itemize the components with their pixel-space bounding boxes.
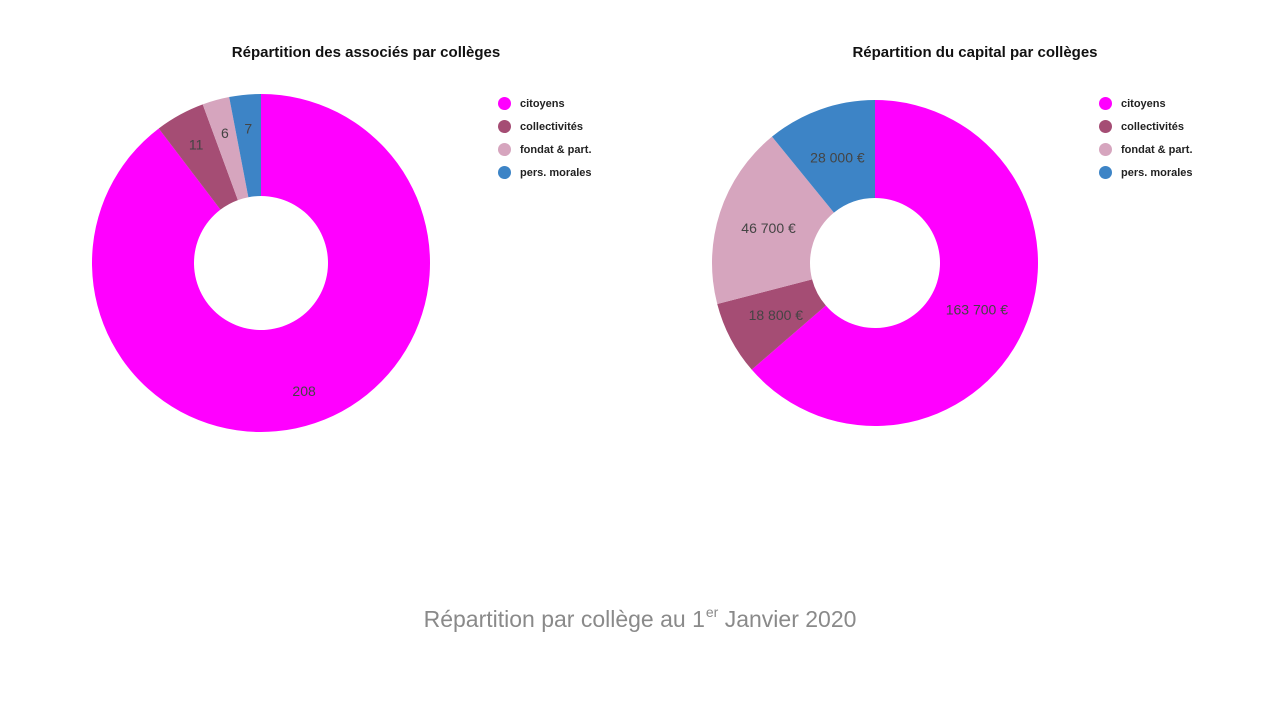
- legend-label: collectivités: [520, 120, 583, 133]
- legend-label: fondat & part.: [1121, 143, 1193, 156]
- legend-item-citoyens: citoyens: [1099, 92, 1193, 115]
- data-label-capital-fondat-part: 46 700 €: [741, 220, 796, 236]
- legend-associes: citoyens collectivités fondat & part. pers.…: [498, 92, 592, 184]
- legend-item-pers-morales: pers. morales: [498, 161, 592, 184]
- caption-main: Répartition par collège au 1: [423, 606, 705, 632]
- slide-caption: Répartition par collège au 1er Janvier 2…: [0, 604, 1280, 633]
- legend-swatch: [1099, 143, 1112, 156]
- legend-label: citoyens: [520, 97, 565, 110]
- caption-superscript: er: [705, 604, 719, 620]
- slice-capital-fondat-part: [711, 136, 834, 304]
- legend-swatch: [498, 97, 511, 110]
- slice-associes-citoyens: [91, 94, 431, 432]
- data-label-associes-fondat-part: 6: [221, 125, 229, 141]
- chart-title-capital: Répartition du capital par collèges: [852, 44, 1098, 61]
- data-label-capital-pers-morales: 28 000 €: [810, 149, 865, 165]
- legend-swatch: [498, 120, 511, 133]
- legend-swatch: [498, 143, 511, 156]
- legend-item-fondat-part: fondat & part.: [1099, 138, 1193, 161]
- data-label-associes-pers-morales: 7: [244, 121, 252, 137]
- legend-swatch: [1099, 97, 1112, 110]
- legend-swatch: [1099, 166, 1112, 179]
- legend-label: pers. morales: [520, 166, 592, 179]
- slice-capital-citoyens: [751, 100, 1039, 427]
- caption-tail: Janvier 2020: [718, 606, 857, 632]
- chart-title-associes: Répartition des associés par collèges: [231, 44, 501, 61]
- legend-item-collectivites: collectivités: [1099, 115, 1193, 138]
- slice-associes-fondat-part: [202, 97, 249, 201]
- data-label-capital-citoyens: 163 700 €: [946, 302, 1008, 318]
- data-label-capital-collectivites: 18 800 €: [749, 307, 804, 323]
- slice-associes-pers-morales: [229, 94, 261, 198]
- legend-label: citoyens: [1121, 97, 1166, 110]
- slice-associes-collectivites: [158, 104, 238, 210]
- data-label-associes-collectivites: 11: [189, 137, 204, 153]
- legend-capital: citoyens collectivités fondat & part. pers.…: [1099, 92, 1193, 184]
- legend-item-collectivites: collectivités: [498, 115, 592, 138]
- legend-item-citoyens: citoyens: [498, 92, 592, 115]
- legend-swatch: [498, 166, 511, 179]
- data-label-associes-citoyens: 208: [292, 383, 316, 399]
- legend-label: fondat & part.: [520, 143, 592, 156]
- legend-label: pers. morales: [1121, 166, 1193, 179]
- legend-label: collectivités: [1121, 120, 1184, 133]
- slice-capital-pers-morales: [771, 100, 875, 213]
- slice-capital-collectivites: [717, 279, 826, 370]
- legend-item-pers-morales: pers. morales: [1099, 161, 1193, 184]
- legend-item-fondat-part: fondat & part.: [498, 138, 592, 161]
- legend-swatch: [1099, 120, 1112, 133]
